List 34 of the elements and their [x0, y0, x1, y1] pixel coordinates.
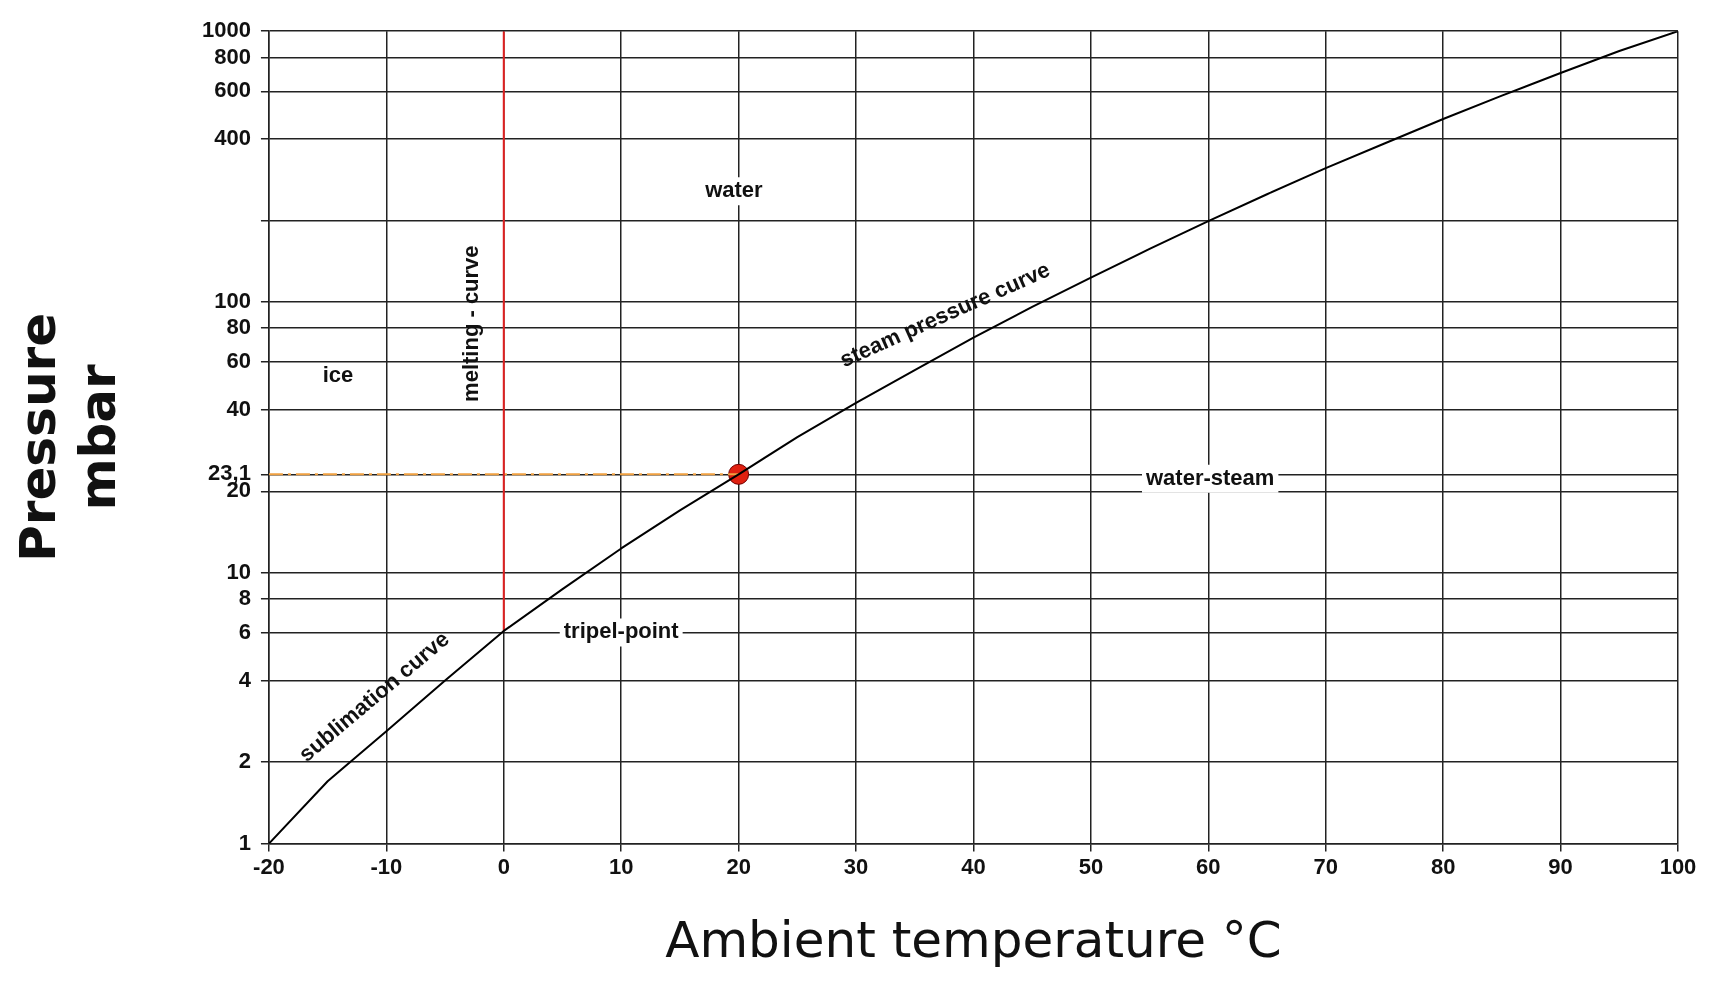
- y-tick-label: 4: [238, 666, 252, 692]
- y-tick-label: 100: [214, 288, 251, 314]
- annotation: tripel-point: [563, 618, 680, 644]
- x-tick-label: 60: [1196, 853, 1221, 879]
- y-tick-label: 1000: [201, 17, 251, 43]
- y-tick-label: 80: [226, 314, 251, 340]
- x-tick-label: 0: [497, 853, 510, 879]
- y-axis-title: Pressure mbar: [8, 312, 127, 562]
- y-tick-label: 6: [238, 618, 251, 644]
- x-tick-label: 90: [1548, 853, 1573, 879]
- x-tick-label: 40: [961, 853, 986, 879]
- annotation: water: [704, 177, 764, 203]
- y-tick-label: 8: [238, 585, 251, 611]
- y-tick-label: 40: [226, 395, 251, 421]
- y-tick-label: 600: [214, 77, 251, 103]
- x-tick-label: -20: [253, 853, 285, 879]
- x-tick-label: 80: [1430, 853, 1456, 879]
- x-tick-label: -10: [370, 853, 403, 879]
- y-tick-label: 10: [226, 558, 251, 584]
- x-tick-label: 70: [1313, 853, 1338, 879]
- y-tick-label: 1: [238, 829, 251, 855]
- x-tick-label: 50: [1078, 853, 1104, 879]
- annotation: water-steam: [1145, 464, 1275, 490]
- x-tick-label: 10: [608, 853, 634, 879]
- y-tick-label: 800: [214, 43, 251, 69]
- x-tick-label: 100: [1659, 853, 1697, 879]
- x-axis-title: Ambient temperature °C: [665, 910, 1282, 969]
- annotation: melting - curve: [457, 245, 483, 402]
- x-tick-label: 20: [726, 853, 751, 879]
- y-tick-label: 60: [226, 348, 251, 374]
- annotation: ice: [322, 361, 354, 387]
- x-tick-label: 30: [843, 853, 869, 879]
- y-tick-label: 2: [238, 748, 251, 774]
- y-tick-label: 400: [214, 125, 251, 151]
